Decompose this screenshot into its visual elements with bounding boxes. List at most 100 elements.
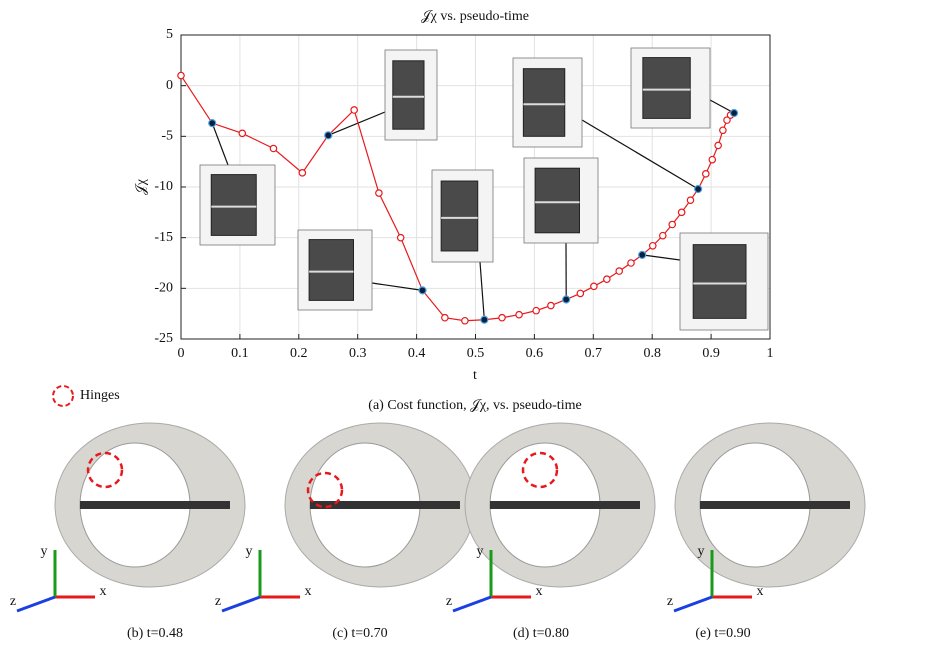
axis-arrow bbox=[221, 595, 261, 613]
point bbox=[461, 316, 469, 325]
y-axis-label: 𝒥χ bbox=[134, 178, 149, 195]
point bbox=[208, 119, 217, 128]
point bbox=[590, 282, 598, 291]
point bbox=[396, 233, 405, 242]
axis-label: z bbox=[446, 594, 452, 609]
connector bbox=[709, 99, 735, 114]
legend-text: Hinges bbox=[80, 388, 120, 403]
point bbox=[723, 116, 731, 124]
x-axis-label: t bbox=[473, 368, 477, 383]
connector bbox=[479, 261, 485, 320]
x-tick-label: 0.5 bbox=[467, 346, 485, 361]
snapshot-solid bbox=[534, 167, 580, 234]
connector bbox=[371, 282, 423, 291]
hinge-marker bbox=[521, 451, 559, 489]
axis-arrow bbox=[673, 595, 713, 613]
y-tick-label: 5 bbox=[166, 27, 173, 42]
chart-title: 𝒥χ vs. pseudo-time bbox=[421, 9, 529, 24]
hinge-legend-icon bbox=[52, 385, 74, 407]
point bbox=[515, 310, 523, 319]
point bbox=[648, 241, 657, 250]
x-tick-label: 0.1 bbox=[231, 346, 249, 361]
hinge-marker bbox=[86, 451, 124, 489]
point bbox=[375, 189, 383, 197]
snapshot-solid bbox=[440, 180, 479, 252]
panels: x y z (b) t=0.48 x y z (c) t=0.70 x y z (d) t=0.80 x… bbox=[10, 422, 866, 641]
structure-gap bbox=[700, 501, 850, 509]
axis-label: y bbox=[698, 544, 705, 559]
panel-caption: (b) t=0.48 bbox=[127, 626, 183, 641]
axis-label: z bbox=[667, 594, 673, 609]
caption: (a) Cost function, 𝒥χ, vs. pseudo-time bbox=[368, 398, 581, 413]
snapshot-solid bbox=[522, 68, 566, 137]
point bbox=[269, 144, 278, 153]
point bbox=[694, 184, 703, 194]
structure-gap bbox=[80, 501, 230, 509]
connector bbox=[642, 254, 681, 261]
point bbox=[708, 155, 717, 164]
point bbox=[615, 267, 624, 275]
connector bbox=[328, 111, 386, 136]
axis-label: x bbox=[757, 584, 764, 599]
point bbox=[350, 106, 358, 114]
x-tick-label: 0 bbox=[178, 346, 185, 361]
point bbox=[668, 220, 677, 229]
axis-label: y bbox=[41, 544, 48, 559]
point bbox=[532, 306, 540, 315]
axis-arrow bbox=[452, 595, 492, 613]
y-tick-label: -25 bbox=[154, 331, 173, 346]
x-tick-label: 0.9 bbox=[702, 346, 720, 361]
x-tick-label: 0.6 bbox=[526, 346, 544, 361]
point bbox=[298, 169, 307, 177]
point bbox=[638, 250, 647, 259]
point bbox=[480, 315, 489, 324]
y-tick-label: -20 bbox=[154, 281, 173, 296]
point bbox=[324, 131, 333, 140]
axis-label: z bbox=[215, 594, 221, 609]
point bbox=[677, 208, 686, 217]
hinge-marker bbox=[306, 471, 344, 509]
plot: 0 0.1 0.2 0.3 0.4 0.5 0.6 0.7 0.8 0.9 1 -25 -20 -15 -1… bbox=[154, 27, 773, 361]
point bbox=[729, 108, 739, 118]
point bbox=[603, 275, 611, 284]
snapshot-solid bbox=[692, 244, 747, 319]
x-tick-label: 1 bbox=[767, 346, 774, 361]
point bbox=[719, 126, 727, 135]
snapshot-solid bbox=[642, 57, 691, 119]
x-tick-label: 0.3 bbox=[349, 346, 367, 361]
x-tick-label: 0.7 bbox=[585, 346, 603, 361]
point bbox=[177, 71, 185, 80]
axis-label: z bbox=[10, 594, 16, 609]
axis-label: x bbox=[100, 584, 107, 599]
x-tick-label: 0.4 bbox=[408, 346, 426, 361]
plot-frame bbox=[180, 34, 771, 340]
point bbox=[659, 231, 667, 240]
axis-label: y bbox=[477, 544, 484, 559]
axis-arrow bbox=[16, 595, 56, 613]
point bbox=[418, 286, 427, 295]
structure-gap bbox=[310, 501, 460, 509]
axis-label: x bbox=[536, 584, 543, 599]
x-tick-label: 0.8 bbox=[643, 346, 661, 361]
point bbox=[686, 196, 695, 204]
point bbox=[714, 141, 722, 150]
point bbox=[701, 170, 710, 178]
structure-gap bbox=[490, 501, 640, 509]
snapshot-solid bbox=[392, 60, 425, 130]
axis-label: x bbox=[305, 584, 312, 599]
y-tick-label: -10 bbox=[154, 179, 173, 194]
connector bbox=[581, 119, 699, 190]
connector bbox=[211, 122, 229, 166]
point bbox=[627, 259, 635, 267]
point bbox=[547, 301, 555, 310]
snapshot-solid bbox=[308, 239, 355, 301]
y-tick-label: -15 bbox=[154, 230, 173, 245]
panel-caption: (e) t=0.90 bbox=[695, 626, 750, 641]
panel-caption: (d) t=0.80 bbox=[513, 626, 569, 641]
panel-caption: (c) t=0.70 bbox=[332, 626, 387, 641]
point bbox=[562, 295, 571, 304]
axis-label: y bbox=[246, 544, 253, 559]
x-tick-label: 0.2 bbox=[290, 346, 308, 361]
point bbox=[576, 289, 585, 298]
